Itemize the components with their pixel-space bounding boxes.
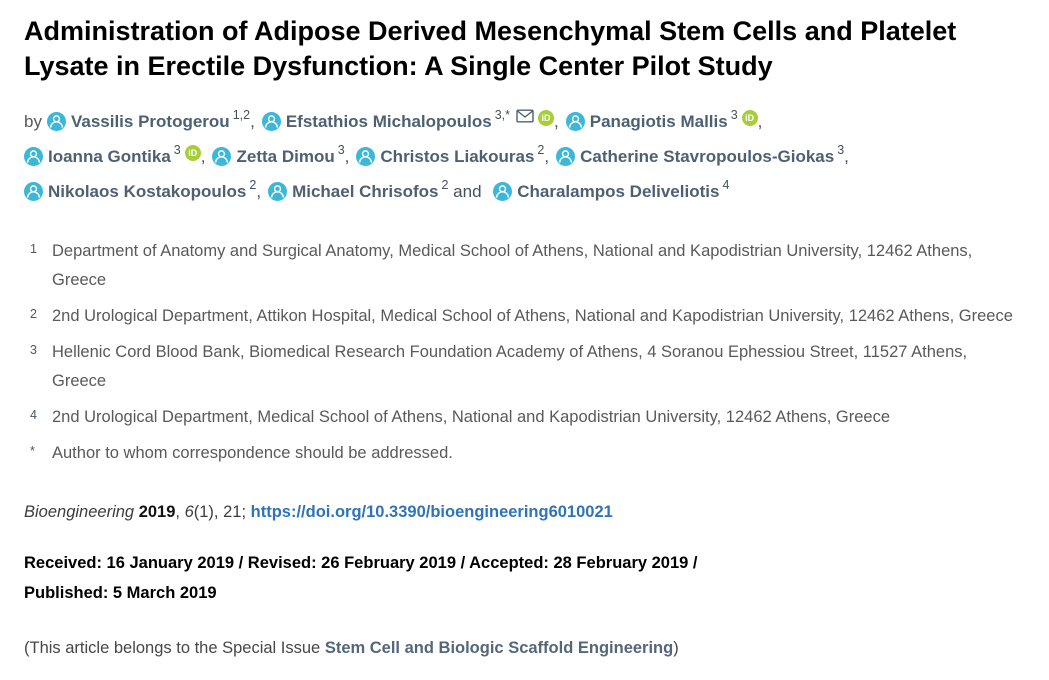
orcid-icon[interactable]: iD — [538, 110, 555, 126]
special-issue-prefix: (This article belongs to the Special Iss… — [24, 639, 325, 657]
author-affiliation-sup: 4 — [722, 178, 730, 193]
affiliation-item: 2 2nd Urological Department, Attikon Hos… — [24, 302, 1023, 331]
author: Ioanna Gontika 3 iD, — [24, 144, 212, 166]
author-affiliation-sup: 3,* — [494, 108, 511, 123]
person-icon — [24, 180, 43, 211]
author-affiliation-sup: 3 — [730, 108, 738, 123]
history-line-2: Published: 5 March 2019 — [24, 584, 217, 602]
author: Efstathios Michalopoulos 3,* iD, — [261, 109, 566, 131]
affiliation-number: 4 — [30, 408, 37, 422]
author-link[interactable]: Christos Liakouras — [380, 147, 535, 166]
person-icon — [261, 110, 281, 141]
person-icon — [493, 180, 513, 211]
special-issue-suffix: ) — [673, 639, 679, 657]
affiliation-item: 4 2nd Urological Department, Medical Sch… — [24, 403, 1023, 432]
author: Panagiotis Mallis 3 iD, — [565, 109, 770, 131]
author: Michael Chrisofos 2 and — [268, 179, 493, 201]
publication-history: Received: 16 January 2019 / Revised: 26 … — [24, 548, 1023, 608]
person-icon — [556, 145, 576, 176]
author: Christos Liakouras 2, — [356, 144, 556, 166]
author-separator: , — [554, 112, 559, 131]
affiliation-asterisk: * — [30, 444, 35, 458]
page-title: Administration of Adipose Derived Mesenc… — [24, 16, 957, 81]
person-icon — [24, 145, 43, 176]
orcid-icon[interactable]: iD — [184, 145, 201, 161]
person-icon — [565, 110, 585, 141]
orcid-label: iD — [188, 148, 198, 158]
affiliation-item: 1 Department of Anatomy and Surgical Ana… — [24, 237, 1023, 295]
person-icon — [46, 110, 66, 141]
orcid-label: iD — [745, 113, 755, 123]
byline-prefix: by — [24, 112, 42, 131]
author-separator: , — [256, 182, 262, 201]
author-affiliation-sup: 2 — [537, 143, 545, 158]
special-issue-note: (This article belongs to the Special Iss… — [24, 636, 1023, 660]
affiliation-text: 2nd Urological Department, Attikon Hospi… — [52, 307, 1013, 325]
citation-volume: 6 — [184, 503, 194, 521]
orcid-label: iD — [541, 113, 551, 123]
author-link[interactable]: Ioanna Gontika — [48, 147, 171, 166]
author-affiliation-sup: 3 — [337, 143, 345, 158]
byline: by Vassilis Protogerou 1,2, Efstathios Mich… — [24, 102, 1023, 211]
author-link[interactable]: Michael Chrisofos — [292, 182, 439, 201]
citation-issue-pages: (1), 21; — [193, 503, 251, 521]
special-issue-link[interactable]: Stem Cell and Biologic Scaffold Engineer… — [324, 639, 674, 657]
doi-link[interactable]: https://doi.org/10.3390/bioengineering60… — [250, 503, 613, 521]
orcid-icon[interactable]: iD — [741, 110, 758, 126]
author-affiliation-sup: 3 — [837, 143, 845, 158]
author-affiliation-sup: 2 — [249, 178, 257, 193]
author-link[interactable]: Nikolaos Kostakopoulos — [48, 182, 247, 201]
author-separator: , — [757, 112, 763, 131]
affiliation-item: 3 Hellenic Cord Blood Bank, Biomedical R… — [24, 338, 1023, 396]
author: Charalampos Deliveliotis 4 — [493, 179, 729, 201]
author-separator: , — [844, 147, 849, 166]
affiliation-number: 1 — [30, 242, 37, 256]
affiliation-text: Department of Anatomy and Surgical Anato… — [52, 242, 973, 289]
citation-line: Bioengineering 2019, 6(1), 21; https://d… — [24, 500, 1023, 524]
author: Zetta Dimou 3, — [212, 144, 356, 166]
affiliation-list: 1 Department of Anatomy and Surgical Ana… — [24, 237, 1023, 468]
affiliation-number: 3 — [30, 343, 37, 357]
author-separator: , — [344, 147, 350, 166]
author-link[interactable]: Efstathios Michalopoulos — [285, 112, 492, 131]
affiliation-text: Hellenic Cord Blood Bank, Biomedical Res… — [52, 343, 968, 390]
author-separator: , — [544, 147, 550, 166]
author: Vassilis Protogerou 1,2, — [46, 109, 262, 131]
person-icon — [356, 145, 376, 176]
author-link[interactable]: Catherine Stavropoulos-Giokas — [580, 147, 835, 166]
citation-separator: , — [175, 503, 185, 521]
author: Catherine Stavropoulos-Giokas 3, — [556, 144, 856, 166]
author-link[interactable]: Vassilis Protogerou — [70, 112, 230, 131]
affiliation-item: * Author to whom correspondence should b… — [24, 439, 1023, 468]
citation-year: 2019 — [138, 503, 176, 521]
person-icon — [268, 180, 288, 211]
envelope-icon[interactable] — [516, 102, 534, 133]
history-line-1: Received: 16 January 2019 / Revised: 26 … — [24, 554, 698, 572]
author-affiliation-sup: 3 — [173, 143, 181, 158]
author-separator: and — [448, 182, 487, 201]
author-separator: , — [200, 147, 206, 166]
person-icon — [212, 145, 232, 176]
author-affiliation-sup: 1,2 — [232, 108, 251, 123]
author-separator: , — [250, 112, 255, 131]
author-affiliation-sup: 2 — [441, 178, 449, 193]
affiliation-number: 2 — [30, 307, 37, 321]
journal-name: Bioengineering — [24, 503, 135, 521]
correspondence-note: Author to whom correspondence should be … — [52, 444, 453, 462]
author-link[interactable]: Panagiotis Mallis — [589, 112, 728, 131]
affiliation-text: 2nd Urological Department, Medical Schoo… — [52, 408, 891, 426]
author-link[interactable]: Zetta Dimou — [236, 147, 335, 166]
author-link[interactable]: Charalampos Deliveliotis — [517, 182, 720, 201]
author: Nikolaos Kostakopoulos 2, — [24, 179, 268, 201]
